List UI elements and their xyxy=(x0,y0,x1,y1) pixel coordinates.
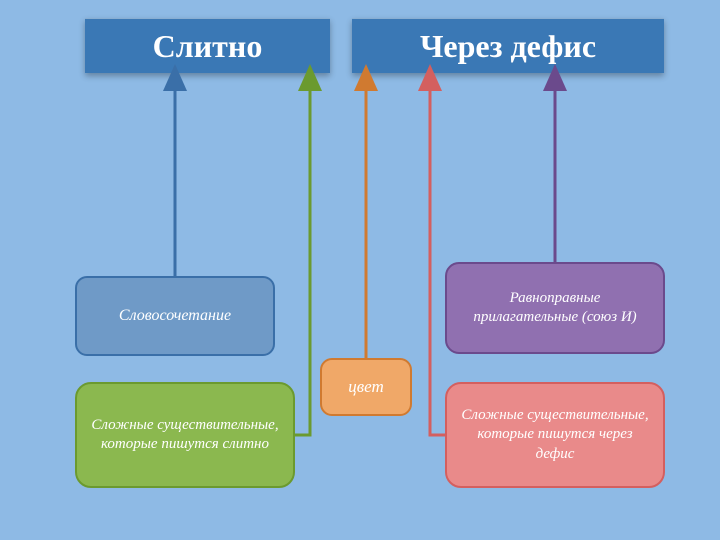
node-orange-text: цвет xyxy=(348,376,383,398)
node-green-text: Сложные существительные, которые пишутся… xyxy=(91,416,279,455)
node-pink: Сложные существительные, которые пишутся… xyxy=(445,382,665,488)
node-blue-text: Словосочетание xyxy=(119,306,231,327)
node-purple-text: Равноправные прилагательные (союз И) xyxy=(461,289,649,328)
node-purple: Равноправные прилагательные (союз И) xyxy=(445,262,665,354)
header-left: Слитно xyxy=(85,18,330,73)
node-green: Сложные существительные, которые пишутся… xyxy=(75,382,295,488)
header-right: Через дефис xyxy=(352,18,664,73)
header-right-text: Через дефис xyxy=(420,28,596,64)
node-blue: Словосочетание xyxy=(75,276,275,356)
header-left-text: Слитно xyxy=(153,28,263,64)
node-orange: цвет xyxy=(320,358,412,416)
node-pink-text: Сложные существительные, которые пишутся… xyxy=(461,406,649,465)
